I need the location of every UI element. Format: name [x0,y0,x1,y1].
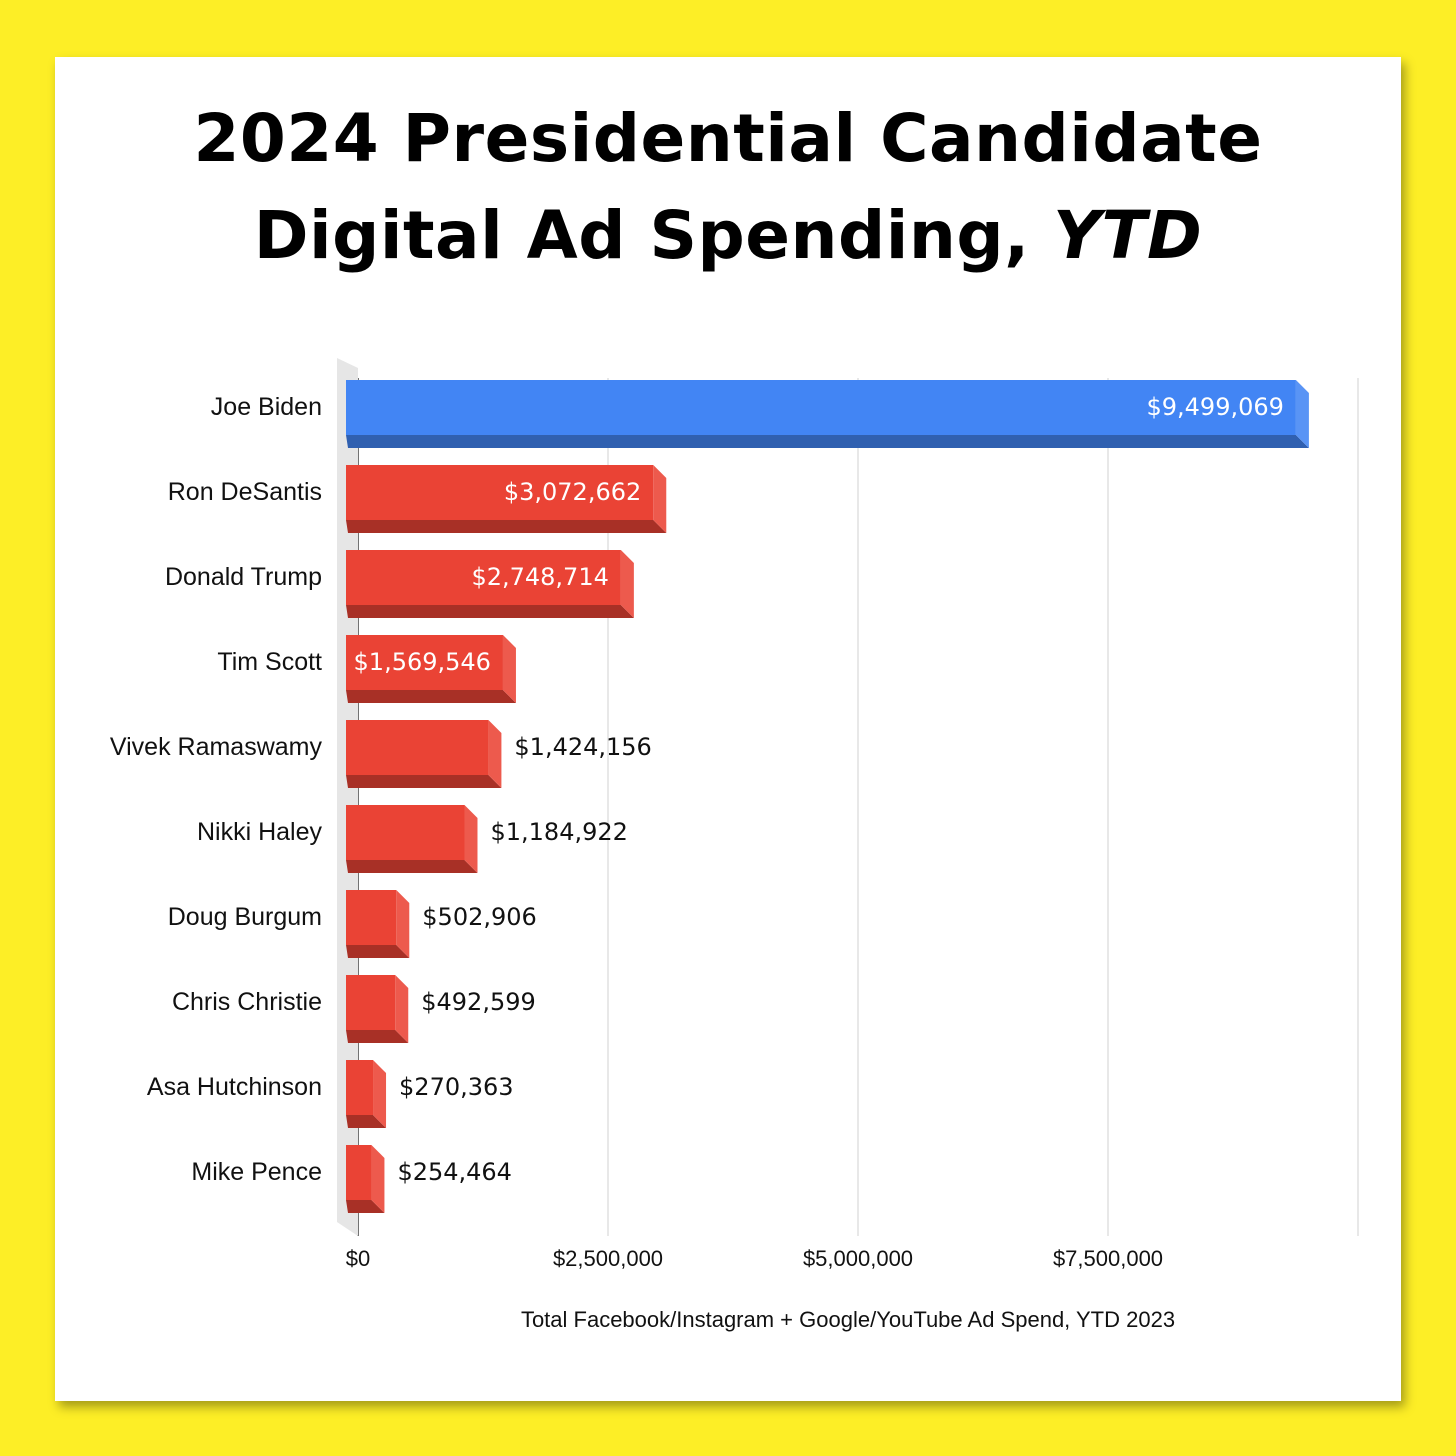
bar-end-face [395,975,409,1043]
x-tick-label: $7,500,000 [1053,1246,1163,1271]
chart-title-line1: 2024 Presidential Candidate [193,100,1263,177]
bar-front [346,635,503,690]
value-labels: $9,499,069 $3,072,662 $2,748,714 $1,569,546… [354,393,1284,1186]
bar-end-face [396,890,410,958]
bar-bottom-face [346,775,502,788]
bar [346,380,1309,448]
bar-front [346,975,396,1030]
bar-end-face [488,720,502,788]
value-label: $1,424,156 [514,733,651,761]
bar-end-face [1295,380,1309,448]
category-label: Joe Biden [211,393,322,421]
chart-title-italic: YTD [1053,197,1203,274]
bar-end-face [620,550,634,618]
x-tick-label: $2,500,000 [553,1246,663,1271]
category-label: Nikki Haley [197,818,323,846]
chart-card [55,57,1401,1401]
value-label: $3,072,662 [504,478,641,506]
value-label: $9,499,069 [1146,393,1283,421]
bar-end-face [464,805,478,873]
bar-end-face [371,1145,385,1213]
bar-bottom-face [346,520,667,533]
bar-bottom-face [346,605,634,618]
bar [346,720,502,788]
bar [346,550,634,618]
bar-bottom-face [346,1115,387,1128]
bar-bottom-face [346,945,410,958]
bar-end-face [373,1060,387,1128]
value-label: $502,906 [422,903,537,931]
bar-front [346,720,489,775]
bar-bottom-face [346,860,478,873]
x-axis-label: Total Facebook/Instagram + Google/YouTub… [521,1307,1175,1332]
category-label: Doug Burgum [168,903,322,931]
bar-front [346,1145,372,1200]
bar [346,1060,387,1128]
category-label: Mike Pence [191,1158,322,1186]
value-label: $270,363 [399,1073,514,1101]
bar-front [346,550,621,605]
bar [346,890,410,958]
category-label: Donald Trump [165,563,322,591]
bar-front [346,1060,374,1115]
category-label: Chris Christie [172,988,322,1016]
chart-title-line2: Digital Ad Spending, YTD [0,187,1456,285]
bar-front [346,805,465,860]
bar [346,465,667,533]
bar-bottom-face [346,1030,409,1043]
value-label: $492,599 [421,988,536,1016]
bar [346,805,478,873]
x-tick-labels: $0 $2,500,000 $5,000,000 $7,500,000 [346,1246,1163,1271]
bar-front [346,380,1296,435]
bar [346,635,516,703]
value-label: $254,464 [397,1158,512,1186]
bars [346,380,1309,1213]
bar-end-face [653,465,667,533]
value-label: $2,748,714 [471,563,608,591]
bar-bottom-face [346,435,1309,448]
x-tick-label: $0 [346,1246,370,1271]
bar [346,1145,385,1213]
bar-front [346,890,397,945]
value-label: $1,569,546 [354,648,491,676]
category-label: Ron DeSantis [168,478,322,506]
category-label: Vivek Ramaswamy [110,733,323,761]
bar-bottom-face [346,1200,385,1213]
category-label: Asa Hutchinson [147,1073,322,1101]
bar [346,975,409,1043]
bar-bottom-face [346,690,516,703]
category-labels: Joe Biden Ron DeSantis Donald Trump Tim Sco… [110,393,323,1186]
category-label: Tim Scott [217,648,322,676]
bar-end-face [502,635,516,703]
bar-front [346,465,654,520]
value-label: $1,184,922 [490,818,627,846]
chart-title-main: Digital Ad Spending, [253,197,1054,274]
x-tick-label: $5,000,000 [803,1246,913,1271]
